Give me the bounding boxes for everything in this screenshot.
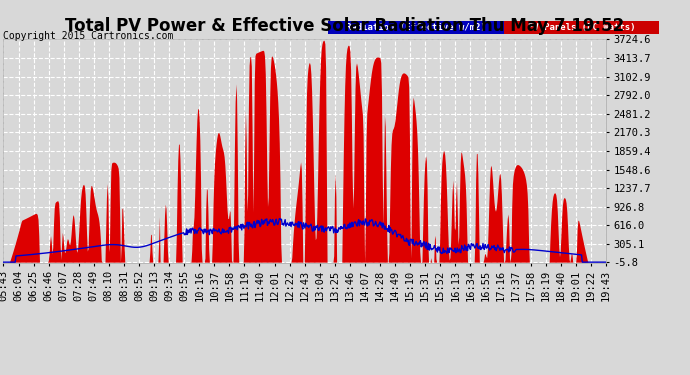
Text: Radiation (Effective w/m2): Radiation (Effective w/m2)	[346, 22, 486, 32]
Text: Total PV Power & Effective Solar Radiation Thu May 7 19:52: Total PV Power & Effective Solar Radiati…	[66, 17, 624, 35]
Text: PV Panels (DC Watts): PV Panels (DC Watts)	[528, 22, 635, 32]
Text: Copyright 2015 Cartronics.com: Copyright 2015 Cartronics.com	[3, 32, 174, 41]
